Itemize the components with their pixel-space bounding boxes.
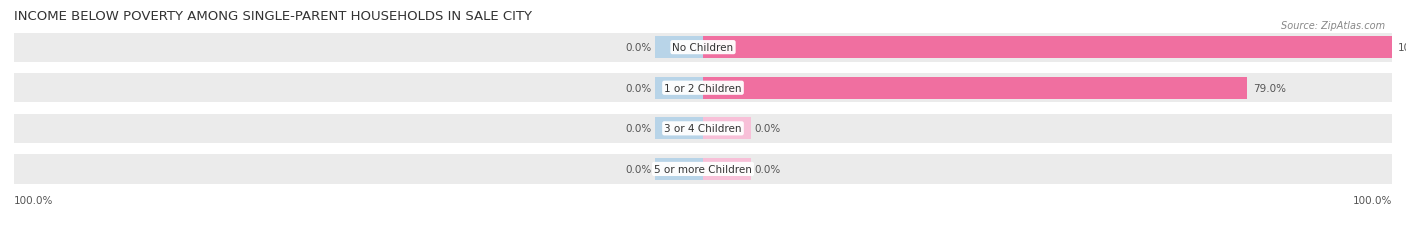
Bar [703, 77, 1247, 99]
Text: 0.0%: 0.0% [755, 124, 780, 134]
Text: 0.0%: 0.0% [626, 164, 651, 174]
Bar [703, 37, 751, 59]
Text: 0.0%: 0.0% [626, 124, 651, 134]
Text: 3 or 4 Children: 3 or 4 Children [664, 124, 742, 134]
Bar [655, 158, 703, 180]
Bar [14, 74, 1392, 103]
Bar [655, 77, 703, 99]
Bar [703, 118, 751, 140]
Bar [14, 155, 1392, 184]
Bar [14, 33, 1392, 63]
Text: 1 or 2 Children: 1 or 2 Children [664, 83, 742, 93]
Text: 100.0%: 100.0% [1353, 195, 1392, 205]
Bar [14, 114, 1392, 143]
Text: No Children: No Children [672, 43, 734, 53]
Bar [703, 77, 751, 99]
Bar [703, 158, 751, 180]
Text: 0.0%: 0.0% [626, 83, 651, 93]
Text: 79.0%: 79.0% [1253, 83, 1285, 93]
Bar [703, 37, 1392, 59]
Bar [655, 37, 703, 59]
Text: 100.0%: 100.0% [14, 195, 53, 205]
Text: 0.0%: 0.0% [626, 43, 651, 53]
Text: Source: ZipAtlas.com: Source: ZipAtlas.com [1281, 21, 1385, 31]
Bar [655, 118, 703, 140]
Text: 0.0%: 0.0% [755, 164, 780, 174]
Text: 5 or more Children: 5 or more Children [654, 164, 752, 174]
Text: 100.0%: 100.0% [1398, 43, 1406, 53]
Text: INCOME BELOW POVERTY AMONG SINGLE-PARENT HOUSEHOLDS IN SALE CITY: INCOME BELOW POVERTY AMONG SINGLE-PARENT… [14, 9, 531, 22]
